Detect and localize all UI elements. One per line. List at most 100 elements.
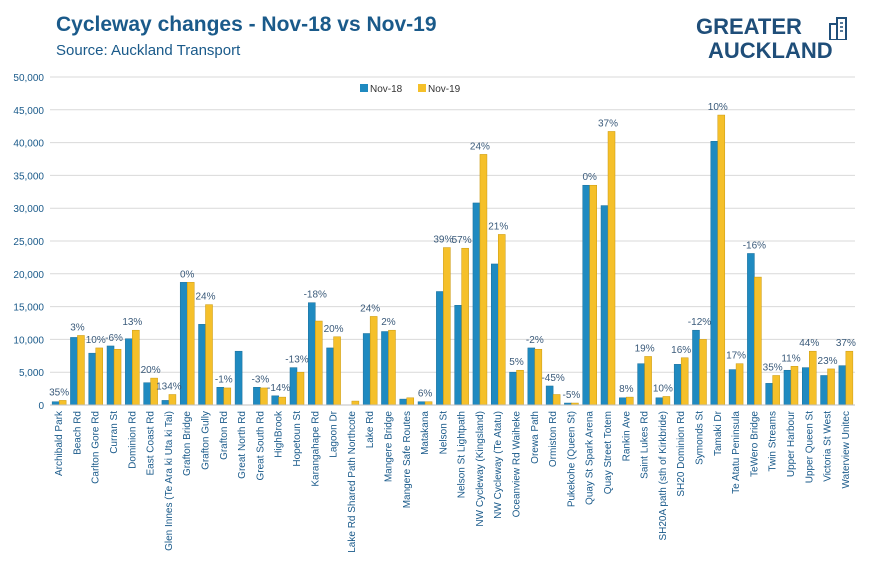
data-label: 8%: [619, 384, 634, 395]
bar-nov-18: [802, 367, 810, 406]
bar-nov-19: [58, 400, 67, 406]
bar-nov-19: [589, 184, 597, 406]
bar-nov-18: [710, 141, 719, 406]
greater-auckland-logo: GREATER AUCKLAND: [696, 14, 852, 66]
bar-nov-18: [381, 331, 389, 406]
data-labels: 35%3%10% -6%13%20%134%0%24%-1% -3%-14%-13%…: [49, 102, 856, 401]
bar-nov-18: [673, 364, 682, 406]
data-label: 24%: [360, 303, 380, 314]
x-tick-label: Hopetoun St: [292, 411, 303, 467]
bar-nov-18: [454, 305, 462, 406]
x-tick-label: Symonds St: [694, 411, 705, 465]
bar-nov-19: [516, 369, 524, 406]
bar-nov-18: [655, 397, 664, 406]
x-tick-label: Grafton Rd: [219, 411, 230, 460]
bar-nov-19: [315, 320, 323, 406]
x-tick-label: Nelson St Lightpath: [457, 411, 468, 498]
bar-nov-19: [626, 396, 634, 406]
data-label: 44%: [799, 338, 819, 349]
x-tick-label: Carlton Gore Rd: [91, 411, 102, 484]
logo-line-2: AUCKLAND: [708, 38, 833, 63]
data-label: 24%: [196, 292, 216, 303]
x-tick-label: Upper Queen St: [804, 411, 815, 483]
x-tick-label: Archibald Park: [54, 410, 65, 476]
bar-nov-19: [607, 131, 616, 406]
legend-swatch-nov-19: [418, 84, 426, 92]
bar-nov-18: [747, 253, 755, 406]
bar-nov-19: [754, 276, 762, 406]
data-label: 6%: [418, 389, 433, 400]
data-label: -5%: [563, 390, 581, 401]
x-tick-label: Great North Rd: [237, 411, 248, 479]
x-tick-label: Lake Rd: [365, 411, 376, 448]
data-label: 35%: [49, 387, 69, 398]
x-tick-label: Pukekohe (Queen St): [566, 411, 577, 507]
data-label: 21%: [488, 221, 508, 232]
bar-nov-18: [527, 347, 536, 406]
data-label: 10%: [86, 335, 106, 346]
x-tick-label: Quay Street Totem: [603, 411, 614, 494]
data-label: 35%: [763, 362, 783, 373]
bar-nov-18: [783, 369, 792, 406]
bar-nov-19: [132, 329, 140, 406]
y-tick-label: 0: [38, 401, 44, 412]
data-label: 134%: [156, 382, 182, 393]
bar-nov-18: [289, 367, 298, 406]
bar-nov-18: [692, 329, 700, 406]
bar-nov-18: [472, 202, 481, 406]
bar-nov-19: [552, 394, 561, 406]
bar-nov-18: [125, 338, 133, 406]
y-tick-label: 15,000: [13, 303, 44, 314]
data-label: -6%: [105, 333, 123, 344]
bar-nov-19: [790, 366, 799, 406]
y-axis: 0 5,000 10,000 15,000 20,000 25,000 30,000 35,0…: [13, 73, 44, 412]
logo-line-1: GREATER: [696, 14, 802, 39]
data-label: -13%: [285, 355, 308, 366]
x-tick-label: Lake Rd Shared Path Northcote: [347, 411, 358, 553]
x-tick-label: Matakana: [420, 411, 431, 455]
data-label: -2%: [526, 335, 544, 346]
bar-nov-18: [326, 347, 334, 406]
bar-nov-18: [728, 369, 737, 406]
legend-label-nov-18: Nov-18: [370, 84, 403, 95]
x-tick-label: Beach Rd: [72, 411, 83, 455]
bar-nov-18: [436, 291, 444, 406]
x-tick-label: Glen Innes (Te Ara ki Uta ki Tai): [164, 411, 175, 551]
x-tick-label: Te Atatu Peninsula: [731, 411, 742, 494]
bar-nov-19: [223, 387, 232, 406]
x-tick-label: Oceanview Rd Waiheke: [512, 411, 523, 518]
bar-nov-18: [271, 395, 279, 406]
bar-nov-18: [820, 375, 828, 406]
bar-nov-18: [509, 371, 517, 406]
bar-nov-19: [497, 234, 506, 406]
data-label: -1%: [215, 374, 233, 385]
data-label: 37%: [598, 118, 618, 129]
y-tick-label: 10,000: [13, 335, 44, 346]
y-tick-label: 20,000: [13, 270, 44, 281]
bar-nov-19: [205, 304, 213, 406]
bar-nov-18: [216, 387, 225, 406]
x-tick-label: SH20 Dominion Rd: [676, 411, 687, 497]
data-label: 23%: [818, 356, 838, 367]
bar-nov-18: [161, 400, 170, 406]
x-tick-label: Waterview Unitec: [841, 411, 852, 488]
x-tick-label: NW Cycleway (Kingsland): [475, 411, 486, 527]
bar-nov-18: [490, 263, 499, 406]
bar-nov-18: [88, 352, 96, 406]
bar-nov-19: [809, 350, 817, 406]
y-tick-label: 35,000: [13, 171, 44, 182]
bar-nov-18: [106, 345, 115, 406]
bar-nov-18: [637, 363, 645, 406]
y-tick-label: 45,000: [13, 106, 44, 117]
bar-nov-19: [827, 368, 835, 406]
bar-nov-19: [278, 396, 286, 406]
bar-nov-18: [838, 365, 847, 406]
data-label: -3%: [251, 374, 269, 385]
bar-nov-19: [351, 400, 360, 406]
bar-nov-19: [845, 350, 854, 406]
bar-nov-19: [662, 396, 671, 406]
bar-nov-19: [461, 247, 469, 406]
data-label: 20%: [324, 324, 344, 335]
bar-nov-19: [772, 375, 780, 406]
y-tick-label: 40,000: [13, 139, 44, 150]
